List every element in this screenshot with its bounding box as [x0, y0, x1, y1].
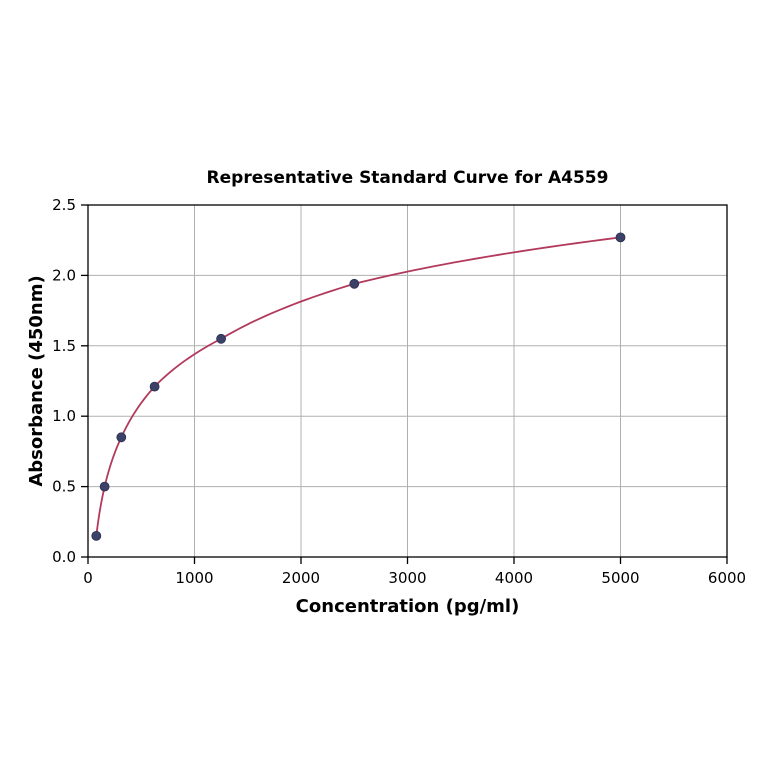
svg-text:5000: 5000 [601, 569, 639, 587]
svg-text:1.0: 1.0 [52, 407, 76, 425]
svg-text:2000: 2000 [282, 569, 320, 587]
axis-ticks [81, 204, 728, 564]
tick-labels: 0 1000 2000 3000 4000 5000 6000 0.0 0.5 1.0 1.5 2.0… [52, 196, 746, 587]
x-axis-label: Concentration (pg/ml) [296, 596, 520, 617]
gridlines [87, 204, 728, 558]
svg-text:2.0: 2.0 [52, 266, 76, 284]
svg-text:1000: 1000 [175, 569, 213, 587]
svg-text:0.5: 0.5 [52, 478, 76, 496]
svg-text:0: 0 [83, 569, 93, 587]
svg-text:0.0: 0.0 [52, 548, 76, 566]
svg-text:6000: 6000 [708, 569, 746, 587]
chart-title: Representative Standard Curve for A4559 [207, 168, 609, 188]
y-axis-label: Absorbance (450nm) [26, 275, 47, 486]
svg-text:1.5: 1.5 [52, 337, 76, 355]
svg-text:3000: 3000 [388, 569, 426, 587]
svg-text:2.5: 2.5 [52, 196, 76, 214]
data-points [91, 232, 626, 541]
svg-text:4000: 4000 [495, 569, 533, 587]
